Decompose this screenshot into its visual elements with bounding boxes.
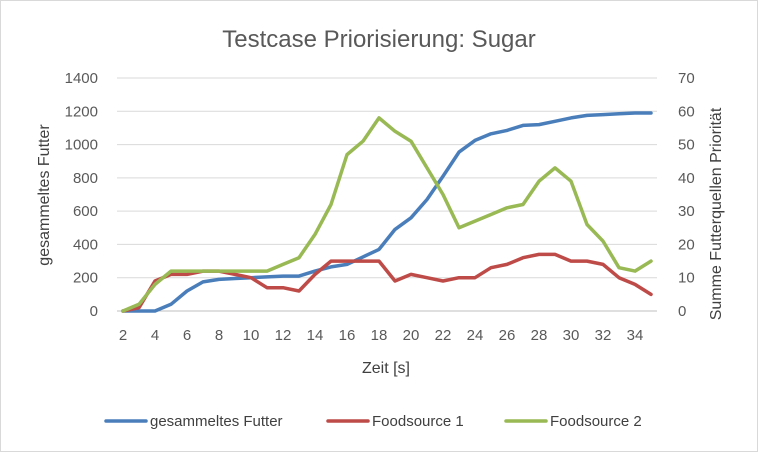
y-axis-title: gesammeltes Futter: [36, 124, 53, 266]
x-tick-label: 30: [563, 327, 580, 344]
y2-tick-label: 30: [678, 203, 695, 220]
x-tick-label: 22: [435, 327, 452, 344]
chart-title: Testcase Priorisierung: Sugar: [222, 26, 535, 53]
y2-axis-title: Summe Futterquellen Priorität: [708, 107, 725, 320]
x-tick-label: 24: [467, 327, 484, 344]
x-tick-label: 28: [531, 327, 548, 344]
legend-label-foodsource-1: Foodsource 1: [372, 413, 464, 430]
y2-tick-label: 60: [678, 103, 695, 120]
x-tick-label: 10: [243, 327, 260, 344]
x-tick-label: 26: [499, 327, 516, 344]
series-line-foodsource-2: [121, 116, 653, 313]
right-axis-ticks: 0 10 20 30 40 50 60 70: [678, 70, 695, 320]
y-tick-label: 1000: [65, 137, 98, 154]
y-tick-label: 1200: [65, 103, 98, 120]
y-tick-label: 400: [73, 236, 98, 253]
x-tick-label: 16: [339, 327, 356, 344]
legend: gesammeltes Futter Foodsource 1 Foodsource…: [104, 413, 642, 430]
y2-tick-label: 50: [678, 137, 695, 154]
x-tick-label: 18: [371, 327, 388, 344]
x-axis-title: Zeit [s]: [362, 360, 410, 377]
y-tick-label: 600: [73, 203, 98, 220]
series-lines: [121, 111, 653, 313]
legend-label-foodsource-2: Foodsource 2: [550, 413, 642, 430]
x-tick-label: 32: [595, 327, 612, 344]
x-tick-label: 6: [183, 327, 191, 344]
x-tick-label: 4: [151, 327, 159, 344]
gridlines: [117, 77, 657, 312]
y2-tick-label: 0: [678, 303, 686, 320]
legend-label-gesammeltes-futter: gesammeltes Futter: [150, 413, 283, 430]
x-axis-ticks: 2 4 6 8 10 12 14 16 18 20 22 24 26 28 30 32 34: [119, 327, 644, 344]
y-tick-label: 0: [90, 303, 98, 320]
y2-tick-label: 10: [678, 270, 695, 287]
y-tick-label: 200: [73, 270, 98, 287]
y2-tick-label: 70: [678, 70, 695, 87]
y2-tick-label: 20: [678, 236, 695, 253]
x-tick-label: 34: [627, 327, 644, 344]
x-tick-label: 12: [275, 327, 292, 344]
x-tick-label: 8: [215, 327, 223, 344]
x-tick-label: 14: [307, 327, 324, 344]
x-tick-label: 20: [403, 327, 420, 344]
x-tick-label: 2: [119, 327, 127, 344]
y2-tick-label: 40: [678, 170, 695, 187]
series-line-gesammeltes-futter: [121, 111, 653, 313]
y-tick-label: 800: [73, 170, 98, 187]
y-tick-label: 1400: [65, 70, 98, 87]
left-axis-ticks: 0 200 400 600 800 1000 1200 1400: [65, 70, 98, 320]
